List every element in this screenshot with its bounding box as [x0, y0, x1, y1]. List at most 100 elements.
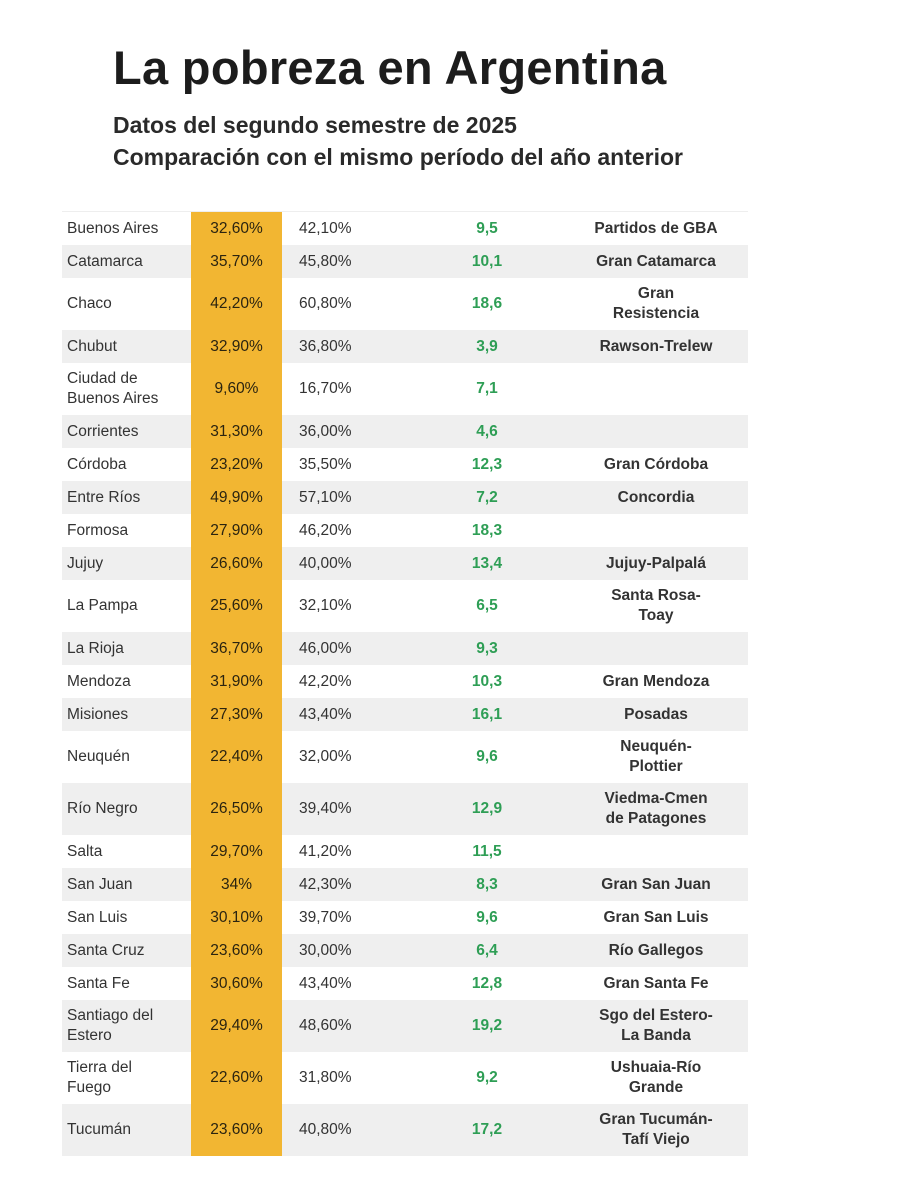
urban-area-cell: Sgo del Estero- La Banda: [599, 1007, 713, 1044]
province-name-cell: Santiago del Estero: [67, 1007, 154, 1044]
page-title: La pobreza en Argentina: [113, 41, 667, 94]
province-name-cell: La Pampa: [67, 597, 138, 614]
poverty-previous-cell: 60,80%: [299, 295, 352, 312]
poverty-current-cell: 22,40%: [191, 731, 282, 783]
poverty-current-cell: 32,60%: [191, 212, 282, 245]
poverty-difference-cell: 19,2: [471, 1017, 503, 1034]
poverty-difference-cell: 6,5: [476, 597, 498, 614]
urban-area-cell: Río Gallegos: [608, 941, 704, 959]
province-name-cell: Santa Cruz: [67, 941, 145, 959]
table-row: Jujuy 26,60% 40,00% 13,4 Jujuy-Palpalá: [62, 547, 748, 580]
province-name-cell: Jujuy: [67, 554, 104, 572]
table-row: Buenos Aires 32,60% 42,10% 9,5 Partidos de G…: [62, 212, 748, 245]
urban-area-cell: Gran Santa Fe: [603, 974, 709, 992]
urban-area-cell: Rawson-Trelew: [599, 337, 713, 355]
province-name-cell: Misiones: [67, 705, 129, 723]
province-name-cell: Chaco: [67, 295, 112, 312]
urban-area-cell: Viedma-Cmen de Patagones: [604, 790, 708, 827]
poverty-difference-cell: 9,5: [476, 219, 498, 237]
poverty-previous-cell: 45,80%: [299, 252, 352, 270]
poverty-difference-cell: 11,5: [472, 842, 502, 860]
poverty-difference-cell: 9,2: [476, 1069, 498, 1086]
table-row: Catamarca 35,70% 45,80% 10,1 Gran Catamarca: [62, 245, 748, 278]
poverty-current-cell: 26,50%: [191, 783, 282, 835]
table-row: La Rioja 36,70% 46,00% 9,3: [62, 632, 748, 665]
urban-area-cell: [542, 383, 748, 395]
poverty-previous-cell: 40,80%: [299, 1121, 352, 1138]
poverty-previous-cell: 42,10%: [299, 219, 352, 237]
province-name-cell: Tucumán: [67, 1121, 132, 1138]
poverty-current-cell: 49,90%: [191, 481, 282, 514]
poverty-difference-cell: 17,2: [471, 1121, 503, 1138]
poverty-current-cell: 29,70%: [191, 835, 282, 868]
poverty-current-cell: 36,70%: [191, 632, 282, 665]
urban-area-cell: Gran Mendoza: [602, 672, 710, 690]
table-row: Ciudad de Buenos Aires 9,60% 16,70% 7,1: [62, 363, 748, 415]
province-name-cell: San Luis: [67, 908, 128, 926]
poverty-previous-cell: 32,10%: [299, 597, 352, 614]
table-row: Chaco 42,20% 60,80% 18,6 Gran Resistencia: [62, 278, 748, 330]
poverty-previous-cell: 46,00%: [299, 639, 352, 657]
urban-area-cell: Posadas: [624, 705, 688, 723]
poverty-previous-cell: 16,70%: [299, 380, 352, 397]
poverty-current-cell: 35,70%: [191, 245, 282, 278]
province-name-cell: Salta: [67, 842, 103, 860]
poverty-difference-cell: 4,6: [476, 422, 498, 440]
urban-area-cell: Gran Tucumán- Tafí Viejo: [599, 1111, 713, 1148]
poverty-previous-cell: 43,40%: [299, 705, 352, 723]
province-name-cell: Chubut: [67, 337, 117, 355]
table-row: San Juan 34% 42,30% 8,3 Gran San Juan: [62, 868, 748, 901]
province-name-cell: Catamarca: [67, 252, 143, 270]
table-row: Córdoba 23,20% 35,50% 12,3 Gran Córdoba: [62, 448, 748, 481]
province-name-cell: Córdoba: [67, 455, 127, 473]
poverty-current-cell: 27,90%: [191, 514, 282, 547]
poverty-previous-cell: 42,30%: [299, 875, 352, 893]
urban-area-cell: Gran Catamarca: [596, 252, 716, 270]
table-row: La Pampa 25,60% 32,10% 6,5 Santa Rosa- Toay: [62, 580, 748, 632]
poverty-difference-cell: 10,3: [471, 672, 503, 690]
poverty-difference-cell: 3,9: [476, 337, 498, 355]
table-row: Santa Cruz 23,60% 30,00% 6,4 Río Gallegos: [62, 934, 748, 967]
poverty-current-cell: 23,60%: [191, 1104, 282, 1156]
table-row: San Luis 30,10% 39,70% 9,6 Gran San Luis: [62, 901, 748, 934]
poverty-current-cell: 31,30%: [191, 415, 282, 448]
poverty-previous-cell: 48,60%: [299, 1017, 352, 1034]
poverty-previous-cell: 43,40%: [299, 974, 352, 992]
subtitle-period: Datos del segundo semestre de 2025: [113, 112, 517, 138]
province-name-cell: Neuquén: [67, 748, 130, 765]
table-row: Tierra del Fuego 22,60% 31,80% 9,2 Ushuaia-R…: [62, 1052, 748, 1104]
province-name-cell: Ciudad de Buenos Aires: [67, 370, 159, 407]
poverty-previous-cell: 36,80%: [299, 337, 352, 355]
poverty-difference-cell: 18,3: [471, 521, 503, 539]
urban-area-cell: Partidos de GBA: [594, 219, 718, 237]
urban-area-cell: Gran Córdoba: [603, 455, 709, 473]
urban-area-cell: [542, 846, 748, 858]
urban-area-cell: Gran Resistencia: [612, 285, 700, 322]
province-name-cell: Formosa: [67, 521, 129, 539]
province-name-cell: Río Negro: [67, 800, 138, 817]
table-row: Santiago del Estero 29,40% 48,60% 19,2 Sgo d…: [62, 1000, 748, 1052]
table-row: Río Negro 26,50% 39,40% 12,9 Viedma-Cmen de …: [62, 783, 748, 835]
poverty-current-cell: 42,20%: [191, 278, 282, 330]
poverty-difference-cell: 12,9: [471, 800, 503, 817]
poverty-previous-cell: 46,20%: [299, 521, 352, 539]
table-row: Salta 29,70% 41,20% 11,5: [62, 835, 748, 868]
urban-area-cell: Gran San Juan: [601, 875, 711, 893]
poverty-difference-cell: 12,3: [471, 455, 503, 473]
province-name-cell: Buenos Aires: [67, 219, 159, 237]
table-row: Neuquén 22,40% 32,00% 9,6 Neuquén- Plottier: [62, 731, 748, 783]
poverty-current-cell: 30,60%: [191, 967, 282, 1000]
table-row: Formosa 27,90% 46,20% 18,3: [62, 514, 748, 547]
poverty-current-cell: 22,60%: [191, 1052, 282, 1104]
poverty-difference-cell: 9,6: [476, 908, 498, 926]
poverty-current-cell: 26,60%: [191, 547, 282, 580]
table-row: Chubut 32,90% 36,80% 3,9 Rawson-Trelew: [62, 330, 748, 363]
province-name-cell: Corrientes: [67, 422, 139, 440]
poverty-current-cell: 23,60%: [191, 934, 282, 967]
table-row: Mendoza 31,90% 42,20% 10,3 Gran Mendoza: [62, 665, 748, 698]
poverty-current-cell: 27,30%: [191, 698, 282, 731]
urban-area-cell: [542, 643, 748, 655]
urban-area-cell: [542, 426, 748, 438]
poverty-previous-cell: 39,40%: [299, 800, 352, 817]
poverty-previous-cell: 42,20%: [299, 672, 352, 690]
